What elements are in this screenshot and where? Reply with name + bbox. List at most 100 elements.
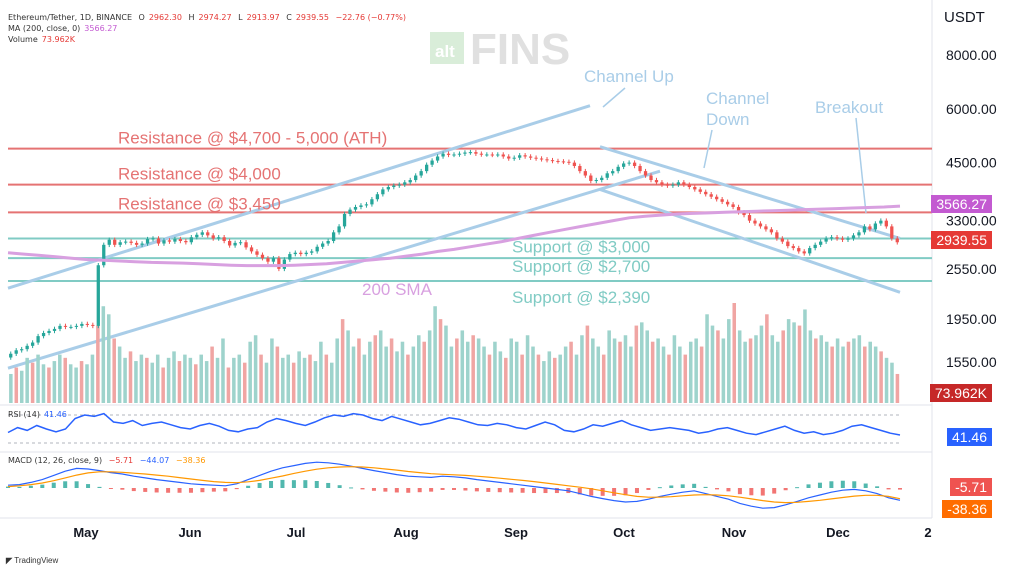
volume-bar bbox=[601, 354, 606, 403]
x-tick-label: Nov bbox=[722, 525, 747, 540]
volume-bar bbox=[194, 364, 198, 403]
candle bbox=[184, 240, 188, 243]
macd-histogram-bar bbox=[257, 482, 262, 488]
candle bbox=[671, 184, 675, 186]
volume-bar bbox=[417, 335, 421, 403]
ohlc-l-label: L bbox=[238, 13, 243, 22]
volume-bar bbox=[819, 335, 824, 403]
candle bbox=[840, 238, 845, 240]
candle bbox=[868, 226, 872, 230]
candle bbox=[255, 251, 259, 255]
volume-bar bbox=[172, 351, 176, 403]
annotation-resistance-4000: Resistance @ $4,000 bbox=[118, 165, 281, 184]
macd-histogram-bar bbox=[188, 488, 193, 493]
ohlc-l: 2913.97 bbox=[246, 13, 280, 22]
macd-histogram-bar bbox=[657, 487, 662, 489]
volume-bar bbox=[411, 346, 416, 403]
volume-bar bbox=[346, 330, 350, 403]
volume-bar bbox=[68, 364, 73, 403]
tradingview-icon: ◤ bbox=[6, 556, 13, 565]
candle bbox=[134, 242, 139, 245]
volume-bar bbox=[656, 338, 660, 403]
macd-signal-line bbox=[7, 466, 901, 504]
candle bbox=[485, 154, 489, 156]
macd-histogram-bar bbox=[863, 483, 868, 488]
volume-bar bbox=[362, 354, 367, 403]
candle bbox=[649, 175, 653, 181]
candle bbox=[397, 184, 401, 186]
ohlc-change: −22.76 (−0.77%) bbox=[335, 13, 406, 22]
x-tick-label: Jul bbox=[287, 525, 306, 540]
volume-bar bbox=[650, 341, 655, 403]
volume-bar bbox=[759, 325, 764, 403]
volume-bar bbox=[531, 346, 535, 403]
ohlc-c: 2939.55 bbox=[295, 13, 329, 22]
x-tick-label: 2 bbox=[924, 525, 931, 540]
volume-bar bbox=[368, 341, 372, 403]
volume-bar bbox=[552, 357, 557, 403]
candle bbox=[857, 232, 861, 236]
macd-label: MACD (12, 26, close, 9) bbox=[8, 456, 103, 465]
candle bbox=[507, 156, 511, 159]
header-line-2: MA (200, close, 0) 3566.27 bbox=[8, 24, 121, 33]
y-tick-label: 2550.00 bbox=[946, 261, 997, 277]
macd-histogram-bar bbox=[806, 484, 811, 488]
logo-alt: alt bbox=[435, 42, 455, 61]
macd-histogram-bar bbox=[17, 486, 22, 488]
rsi-legend: RSI (14) 41.46 bbox=[8, 410, 71, 419]
volume-bar bbox=[514, 341, 519, 403]
currency-label[interactable]: USDT bbox=[944, 9, 985, 26]
candle bbox=[632, 162, 637, 166]
candle bbox=[52, 328, 57, 331]
candle bbox=[496, 154, 500, 156]
volume-bar bbox=[357, 338, 361, 403]
volume-bar bbox=[210, 346, 214, 403]
candle bbox=[534, 157, 538, 159]
volume-bar bbox=[85, 364, 89, 403]
candle bbox=[238, 242, 243, 244]
volume-bar bbox=[596, 346, 601, 403]
candle bbox=[512, 157, 516, 159]
candle bbox=[222, 237, 226, 241]
annotation-resistance-3450: Resistance @ $3,450 bbox=[118, 194, 281, 213]
candle bbox=[693, 187, 697, 190]
candle bbox=[742, 212, 746, 216]
volume-bar bbox=[629, 346, 633, 403]
candle bbox=[764, 226, 768, 230]
candle bbox=[594, 180, 598, 182]
candle bbox=[468, 152, 473, 154]
x-tick-label: May bbox=[73, 525, 99, 540]
candle bbox=[233, 242, 237, 246]
candle bbox=[780, 238, 784, 242]
volume-bar bbox=[52, 361, 57, 403]
volume-bar bbox=[824, 341, 829, 403]
volume-bar bbox=[476, 338, 481, 403]
candle bbox=[58, 325, 62, 329]
candle bbox=[824, 238, 828, 242]
candle bbox=[195, 234, 199, 238]
ma-label: MA (200, close, 0) bbox=[8, 24, 81, 33]
macd-hist-tag: -5.71 bbox=[950, 478, 992, 496]
macd-histogram-bar bbox=[371, 488, 376, 491]
macd-histogram-bar bbox=[143, 488, 148, 492]
volume-bar bbox=[150, 362, 155, 403]
volume-bar bbox=[302, 357, 307, 403]
volume-bar bbox=[329, 362, 334, 403]
macd-histogram-bar bbox=[692, 483, 697, 488]
macd-histogram-bar bbox=[166, 488, 171, 493]
candle bbox=[786, 241, 790, 247]
annotation-channel-up: Channel Up bbox=[584, 67, 674, 86]
macd-histogram-bar bbox=[463, 488, 468, 491]
candle bbox=[80, 323, 84, 326]
candle bbox=[654, 180, 659, 183]
candle bbox=[528, 156, 533, 158]
macd-histogram-bar bbox=[898, 488, 902, 490]
volume-bar bbox=[471, 335, 475, 403]
volume-tag: 73.962K bbox=[929, 384, 992, 402]
macd-histogram-bar bbox=[246, 485, 251, 488]
volume-bar bbox=[79, 361, 84, 403]
candle bbox=[266, 258, 270, 262]
volume-bar bbox=[449, 346, 454, 403]
